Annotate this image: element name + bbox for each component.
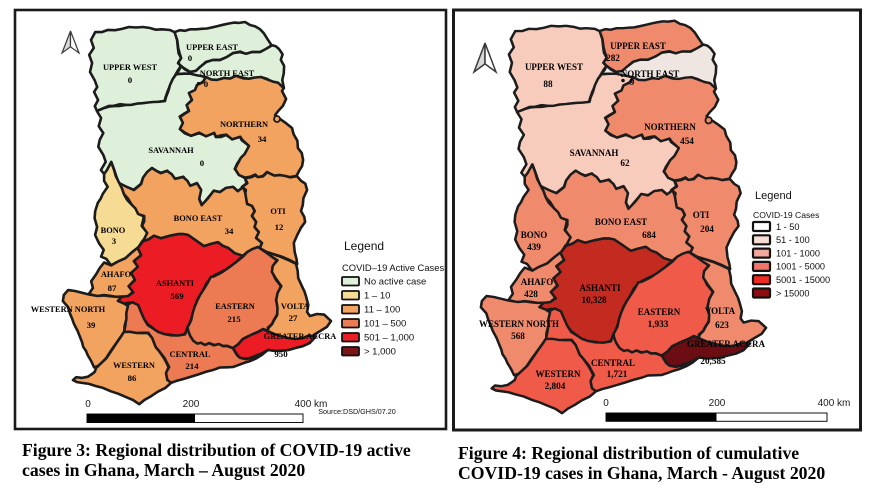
- svg-text:ASHANTI: ASHANTI: [156, 279, 194, 288]
- svg-text:400 km: 400 km: [295, 399, 328, 410]
- svg-text:0: 0: [128, 75, 133, 85]
- svg-text:ASHANTI: ASHANTI: [579, 283, 621, 293]
- svg-text:34: 34: [258, 134, 267, 144]
- svg-text:WESTERN NORTH: WESTERN NORTH: [31, 305, 106, 314]
- svg-text:WESTERN: WESTERN: [535, 369, 581, 379]
- svg-text:VOLTA: VOLTA: [705, 306, 736, 316]
- svg-text:COVID–19 Active Cases: COVID–19 Active Cases: [342, 262, 444, 273]
- svg-text:AHAFO: AHAFO: [521, 277, 554, 287]
- svg-text:684: 684: [642, 230, 656, 240]
- svg-text:51 - 100: 51 - 100: [776, 235, 810, 245]
- svg-text:Source:DSD/GHS/07.20: Source:DSD/GHS/07.20: [318, 407, 396, 416]
- svg-text:5001 - 15000: 5001 - 15000: [776, 275, 830, 285]
- svg-text:NORTHERN: NORTHERN: [644, 122, 696, 132]
- svg-text:BONO EAST: BONO EAST: [174, 214, 223, 223]
- svg-text:501 – 1,000: 501 – 1,000: [364, 332, 414, 343]
- svg-text:215: 215: [227, 314, 241, 324]
- svg-text:1,933: 1,933: [648, 319, 669, 329]
- svg-text:2,804: 2,804: [545, 381, 566, 391]
- svg-text:568: 568: [511, 331, 525, 341]
- svg-text:204: 204: [700, 224, 714, 234]
- svg-text:CENTRAL: CENTRAL: [170, 350, 211, 359]
- svg-text:200: 200: [183, 399, 200, 410]
- svg-text:0: 0: [200, 158, 205, 168]
- svg-text:BONO: BONO: [101, 226, 126, 235]
- svg-text:NORTH EAST: NORTH EAST: [621, 69, 679, 79]
- svg-text:1 - 50: 1 - 50: [776, 222, 800, 232]
- svg-text:101 – 500: 101 – 500: [364, 318, 406, 329]
- svg-text:UPPER WEST: UPPER WEST: [103, 63, 157, 72]
- svg-text:0: 0: [603, 398, 609, 409]
- svg-text:10,328: 10,328: [581, 295, 607, 305]
- svg-text:UPPER EAST: UPPER EAST: [186, 43, 238, 52]
- svg-text:OTI: OTI: [693, 210, 710, 220]
- svg-text:> 1,000: > 1,000: [364, 346, 396, 357]
- svg-text:439: 439: [527, 242, 541, 252]
- svg-text:454: 454: [680, 136, 694, 146]
- svg-text:OTI: OTI: [270, 207, 285, 216]
- svg-text:950: 950: [274, 349, 288, 359]
- svg-text:NORTHERN: NORTHERN: [220, 120, 268, 129]
- svg-text:CENTRAL: CENTRAL: [591, 358, 635, 368]
- svg-text:WESTERN: WESTERN: [113, 361, 155, 370]
- svg-text:0: 0: [188, 53, 193, 63]
- svg-text:88: 88: [543, 79, 553, 89]
- svg-text:BONO EAST: BONO EAST: [595, 217, 647, 227]
- svg-text:SAVANNAH: SAVANNAH: [570, 148, 619, 158]
- svg-text:1,721: 1,721: [607, 369, 628, 379]
- svg-text:569: 569: [170, 291, 184, 301]
- svg-text:VOLTA: VOLTA: [281, 302, 309, 311]
- svg-text:EASTERN: EASTERN: [215, 302, 255, 311]
- svg-text:87: 87: [108, 283, 117, 293]
- svg-text:GREATER ACCRA: GREATER ACCRA: [264, 332, 337, 341]
- svg-text:400 km: 400 km: [818, 398, 851, 409]
- svg-text:34: 34: [225, 226, 234, 236]
- svg-text:0: 0: [85, 399, 91, 410]
- svg-text:0: 0: [204, 79, 209, 89]
- svg-text:200: 200: [709, 398, 726, 409]
- svg-text:No active case: No active case: [364, 276, 426, 287]
- svg-text:Legend: Legend: [344, 239, 384, 253]
- svg-text:623: 623: [715, 320, 729, 330]
- svg-text:Legend: Legend: [755, 190, 792, 202]
- svg-text:282: 282: [606, 53, 620, 63]
- svg-text:11 – 100: 11 – 100: [364, 304, 400, 315]
- svg-text:20,585: 20,585: [700, 356, 726, 366]
- svg-text:428: 428: [524, 289, 538, 299]
- svg-text:> 15000: > 15000: [776, 288, 809, 298]
- svg-text:AHAFO: AHAFO: [101, 270, 132, 279]
- svg-text:86: 86: [128, 373, 137, 383]
- svg-text:27: 27: [289, 313, 298, 323]
- svg-text:UPPER WEST: UPPER WEST: [525, 62, 583, 72]
- svg-text:GREATER ACCRA: GREATER ACCRA: [687, 339, 766, 349]
- svg-text:1001 - 5000: 1001 - 5000: [776, 262, 825, 272]
- svg-text:WESTERN NORTH: WESTERN NORTH: [479, 319, 559, 329]
- svg-text:9: 9: [630, 77, 635, 87]
- svg-text:12: 12: [275, 222, 284, 232]
- svg-text:COVID-19 Cases: COVID-19 Cases: [753, 210, 819, 220]
- svg-text:3: 3: [112, 236, 117, 246]
- svg-text:1 – 10: 1 – 10: [364, 290, 390, 301]
- svg-text:EASTERN: EASTERN: [638, 307, 681, 317]
- svg-text:BONO: BONO: [521, 230, 548, 240]
- svg-text:UPPER EAST: UPPER EAST: [610, 41, 666, 51]
- svg-text:SAVANNAH: SAVANNAH: [148, 146, 194, 155]
- svg-text:39: 39: [87, 320, 96, 330]
- svg-text:62: 62: [620, 158, 630, 168]
- svg-text:214: 214: [185, 361, 199, 371]
- svg-text:101 - 1000: 101 - 1000: [776, 248, 820, 258]
- svg-text:NORTH EAST: NORTH EAST: [200, 69, 255, 78]
